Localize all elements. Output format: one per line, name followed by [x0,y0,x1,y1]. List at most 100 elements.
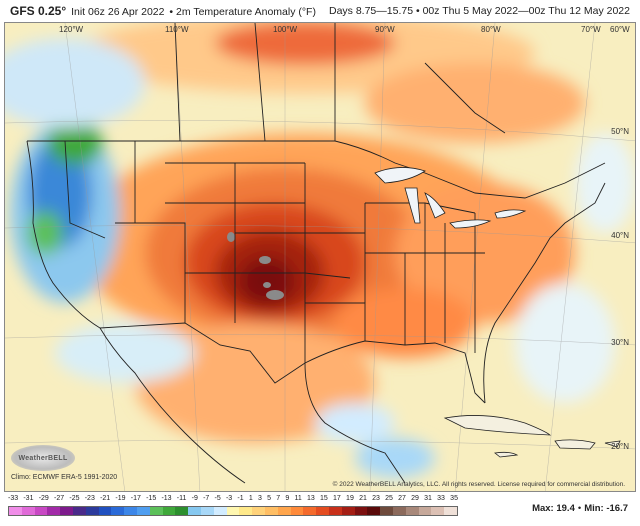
scale-color-swatch [303,507,317,515]
scale-color-swatch [188,507,201,515]
lon-label-90w: 90°W [375,25,395,34]
scale-tick-label: 17 [333,495,341,502]
scale-color-swatch [124,507,137,515]
lat-label-20n: 20°N [611,442,629,451]
scale-color-swatch [111,507,125,515]
scale-tick-label: -3 [225,495,233,502]
scale-color-swatch [136,507,150,515]
caribbean-islands [443,415,621,458]
max-min-stats: Max: 19.4 • Min: -16.7 [532,503,628,514]
scale-tick-label: 11 [294,495,302,502]
scale-color-swatch [21,507,35,515]
scale-tick-label: 1 [248,495,253,502]
boundaries [26,23,606,484]
scale-tick-label: -25 [69,495,80,502]
scale-tick-label: -33 [8,495,19,502]
scale-tick-label: 25 [385,495,393,502]
scale-tick-label: 27 [398,495,406,502]
scale-color-swatch [252,507,265,515]
lat-label-30n: 30°N [611,338,629,347]
scale-color-swatch [277,507,291,515]
scale-color-swatch [290,507,304,515]
scale-color-swatch [431,507,445,515]
scale-tick-label: -9 [191,495,198,502]
temperature-anomaly-map: 120°W 110°W 100°W 90°W 80°W 70°W 60°W 50… [4,22,636,492]
max-value: Max: 19.4 [532,503,575,514]
scale-tick-label: -17 [130,495,141,502]
forecast-days: Days 8.75—15.75 [329,5,414,17]
map-canvas [5,23,635,491]
scale-tick-label: -27 [54,495,65,502]
scale-color-bar [8,506,458,516]
scale-color-swatch [367,507,381,515]
scale-color-swatch [226,507,240,515]
scale-tick-label: -1 [237,495,244,502]
scale-color-swatch [175,507,189,515]
scale-tick-label: 3 [258,495,262,502]
scale-tick-label: 9 [285,495,290,502]
scale-tick-label: 33 [437,495,445,502]
scale-color-swatch [239,507,253,515]
scale-tick-label: -15 [146,495,157,502]
header-right: Days 8.75—15.75 • 00z Thu 5 May 2022—00z… [329,5,630,17]
scale-color-swatch [380,507,393,515]
scale-tick-label: -21 [100,495,111,502]
scale-tick-label: 21 [359,495,367,502]
scale-tick-label: -7 [203,495,210,502]
scale-tick-label: 15 [320,495,328,502]
scale-color-swatch [392,507,406,515]
scale-color-swatch [85,507,99,515]
copyright-notice: © 2022 WeatherBELL Analytics, LLC. All r… [332,481,625,488]
scale-color-swatch [60,507,73,515]
scale-color-swatch [47,507,61,515]
scale-tick-label: -13 [161,495,172,502]
lon-label-120w: 120°W [59,25,84,34]
init-time: Init 06z 26 Apr 2022 [71,6,165,18]
lat-label-40n: 40°N [611,231,629,240]
scale-color-swatch [264,507,278,515]
weatherbell-logo: WeatherBELL [11,445,75,471]
scale-tick-label: 19 [346,495,354,502]
scale-tick-label: 35 [450,495,458,502]
scale-color-swatch [418,507,432,515]
scale-color-swatch [200,507,214,515]
scale-color-swatch [72,507,86,515]
scale-color-swatch [316,507,329,515]
scale-tick-label: 7 [276,495,281,502]
scale-color-swatch [34,507,48,515]
scale-color-swatch [162,507,176,515]
anomaly-field [5,23,635,478]
scale-color-swatch [98,507,112,515]
scale-color-swatch [354,507,368,515]
graticule [5,23,635,491]
scale-tick-label: -11 [176,495,187,502]
lon-label-60w: 60°W [610,25,630,34]
scale-tick-label: -5 [214,495,221,502]
header-left: GFS 0.25° Init 06z 26 Apr 2022 • 2m Temp… [10,4,318,18]
scale-color-swatch [405,507,419,515]
lon-label-110w: 110°W [165,25,189,34]
scale-color-swatch [9,507,22,515]
scale-color-swatch [444,507,457,515]
lon-label-80w: 80°W [481,25,501,34]
lat-label-50n: 50°N [611,127,629,136]
color-scale-legend: -33 -31 -29 -27 -25 -23 -21 -19 -17 -15 -13 -11 -9 -7… [8,495,458,521]
scale-tick-label: -23 [84,495,95,502]
scale-tick-label: -19 [115,495,126,502]
scale-tick-label: 29 [411,495,419,502]
scale-tick-label: -29 [38,495,49,502]
scale-tick-label: -31 [23,495,34,502]
scale-color-swatch [149,507,163,515]
scale-tick-label: 13 [307,495,315,502]
lon-label-70w: 70°W [581,25,601,34]
great-lakes [374,167,527,229]
scale-color-swatch [328,507,342,515]
stats-separator: • [577,503,582,514]
scale-color-swatch [341,507,355,515]
scale-tick-label: 31 [424,495,432,502]
model-name: GFS 0.25° [10,4,67,18]
lon-label-100w: 100°W [273,25,298,34]
climatology-note: Climo: ECMWF ERA-5 1991-2020 [11,474,118,481]
map-header: GFS 0.25° Init 06z 26 Apr 2022 • 2m Temp… [0,0,640,22]
scale-tick-label: 5 [267,495,272,502]
